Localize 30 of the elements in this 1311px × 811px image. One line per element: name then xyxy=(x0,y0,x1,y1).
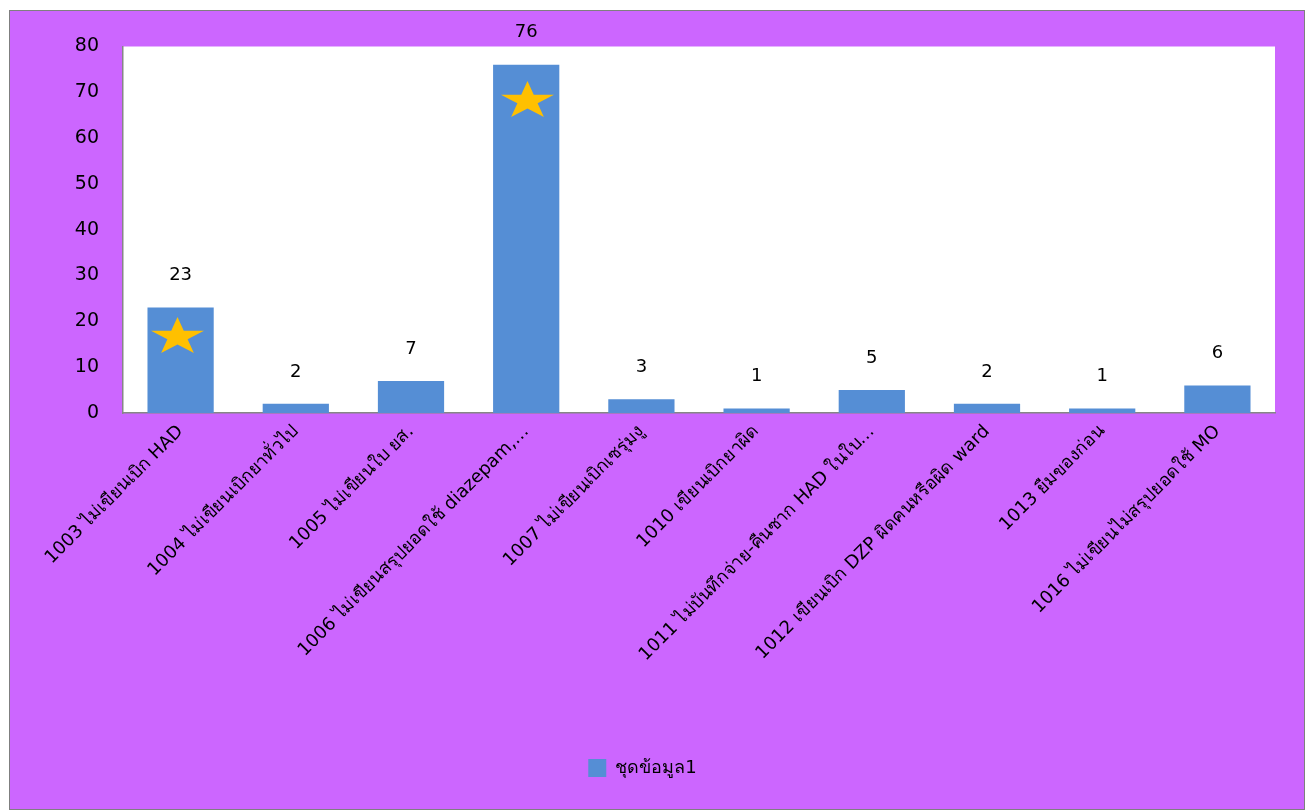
y-tick-label: 40 xyxy=(74,216,99,239)
y-tick-label: 60 xyxy=(74,124,99,147)
y-tick-label: 0 xyxy=(86,399,99,422)
bar xyxy=(608,399,675,413)
data-label: 23 xyxy=(169,263,193,285)
data-label: 1 xyxy=(750,364,763,386)
legend-label: ชุดข้อมูล1 xyxy=(615,755,697,778)
y-tick-label: 80 xyxy=(74,33,99,56)
bar xyxy=(838,390,905,413)
y-tick-label: 70 xyxy=(74,79,99,102)
y-tick-label: 50 xyxy=(74,170,99,193)
bar xyxy=(262,403,329,413)
data-label: 1 xyxy=(1096,364,1108,386)
bar xyxy=(147,307,214,413)
data-label: 2 xyxy=(290,359,302,381)
data-label: 6 xyxy=(1211,341,1224,363)
data-label: 3 xyxy=(635,354,648,376)
bar xyxy=(493,64,560,413)
data-label: 2 xyxy=(981,359,993,381)
bar xyxy=(377,380,445,413)
bar xyxy=(723,408,790,413)
y-tick-label: 30 xyxy=(74,262,99,285)
bar xyxy=(1069,408,1136,413)
data-label: 76 xyxy=(514,20,538,42)
y-tick-label: 10 xyxy=(74,354,99,377)
data-label: 5 xyxy=(866,345,878,367)
bar xyxy=(953,403,1021,413)
bar xyxy=(1184,385,1251,413)
data-label: 7 xyxy=(405,336,417,358)
y-tick-label: 20 xyxy=(74,308,99,331)
